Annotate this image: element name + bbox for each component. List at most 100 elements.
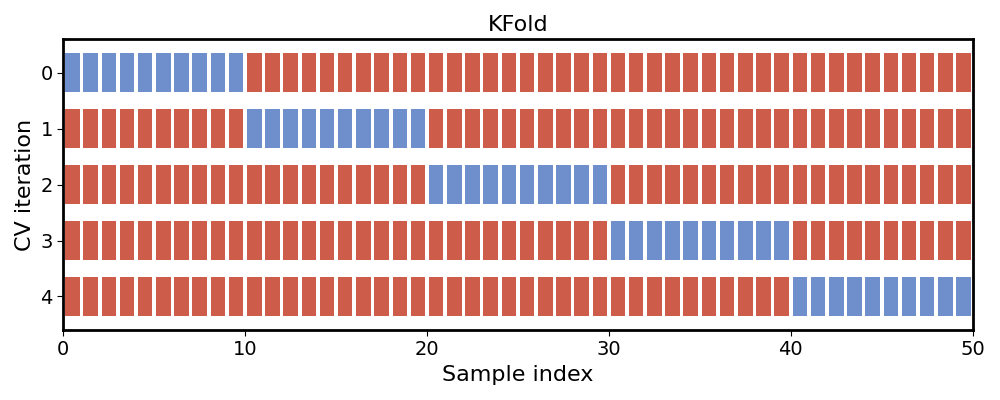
Bar [138, 53, 152, 92]
Bar [920, 165, 934, 204]
Bar [683, 53, 698, 92]
Bar [393, 109, 407, 148]
Bar [447, 165, 462, 204]
Bar [520, 277, 534, 316]
Bar [265, 165, 280, 204]
Bar [411, 277, 425, 316]
Bar [211, 53, 225, 92]
Bar [520, 165, 534, 204]
Bar [411, 221, 425, 260]
Bar [829, 109, 844, 148]
Bar [138, 109, 152, 148]
Bar [920, 53, 934, 92]
Bar [156, 53, 171, 92]
Bar [302, 165, 316, 204]
Bar [393, 221, 407, 260]
Bar [192, 277, 207, 316]
Bar [247, 53, 262, 92]
Bar [174, 109, 189, 148]
Bar [465, 53, 480, 92]
Bar [156, 165, 171, 204]
Bar [320, 53, 334, 92]
Bar [520, 221, 534, 260]
Bar [847, 53, 862, 92]
Bar [465, 109, 480, 148]
Bar [502, 109, 516, 148]
Bar [120, 165, 134, 204]
Bar [683, 277, 698, 316]
Bar [265, 277, 280, 316]
Bar [702, 277, 716, 316]
Bar [938, 165, 953, 204]
Bar [156, 221, 171, 260]
Bar [192, 109, 207, 148]
Bar [465, 221, 480, 260]
Bar [283, 109, 298, 148]
Bar [847, 109, 862, 148]
Bar [702, 221, 716, 260]
Bar [956, 165, 971, 204]
Bar [211, 277, 225, 316]
Title: KFold: KFold [488, 15, 548, 35]
Bar [647, 165, 662, 204]
Bar [738, 165, 753, 204]
Bar [302, 277, 316, 316]
Bar [156, 277, 171, 316]
Bar [647, 221, 662, 260]
Bar [683, 221, 698, 260]
Bar [884, 53, 898, 92]
Bar [356, 109, 371, 148]
Bar [720, 277, 734, 316]
Bar [65, 53, 80, 92]
Bar [829, 221, 844, 260]
Bar [520, 53, 534, 92]
Bar [265, 53, 280, 92]
Bar [538, 109, 553, 148]
Bar [211, 109, 225, 148]
Bar [393, 53, 407, 92]
Bar [65, 109, 80, 148]
Bar [847, 221, 862, 260]
Bar [447, 53, 462, 92]
Bar [865, 109, 880, 148]
Bar [65, 221, 80, 260]
Bar [320, 109, 334, 148]
Bar [665, 221, 680, 260]
Bar [429, 221, 443, 260]
Bar [702, 109, 716, 148]
Bar [374, 165, 389, 204]
Bar [174, 277, 189, 316]
Bar [502, 165, 516, 204]
Bar [665, 277, 680, 316]
Bar [847, 277, 862, 316]
Bar [902, 277, 916, 316]
Bar [83, 165, 98, 204]
Bar [356, 221, 371, 260]
Bar [138, 165, 152, 204]
Bar [665, 109, 680, 148]
Bar [411, 53, 425, 92]
Bar [829, 165, 844, 204]
Bar [865, 221, 880, 260]
Bar [556, 53, 571, 92]
Bar [574, 221, 589, 260]
Bar [192, 165, 207, 204]
Bar [138, 221, 152, 260]
Bar [738, 221, 753, 260]
Bar [538, 165, 553, 204]
Bar [247, 109, 262, 148]
Bar [356, 277, 371, 316]
Bar [938, 109, 953, 148]
Bar [429, 277, 443, 316]
Bar [774, 221, 789, 260]
Bar [556, 221, 571, 260]
Bar [102, 53, 116, 92]
Bar [447, 221, 462, 260]
Bar [320, 165, 334, 204]
Bar [120, 221, 134, 260]
Bar [356, 165, 371, 204]
Bar [192, 53, 207, 92]
Bar [574, 165, 589, 204]
Bar [720, 165, 734, 204]
Bar [829, 277, 844, 316]
